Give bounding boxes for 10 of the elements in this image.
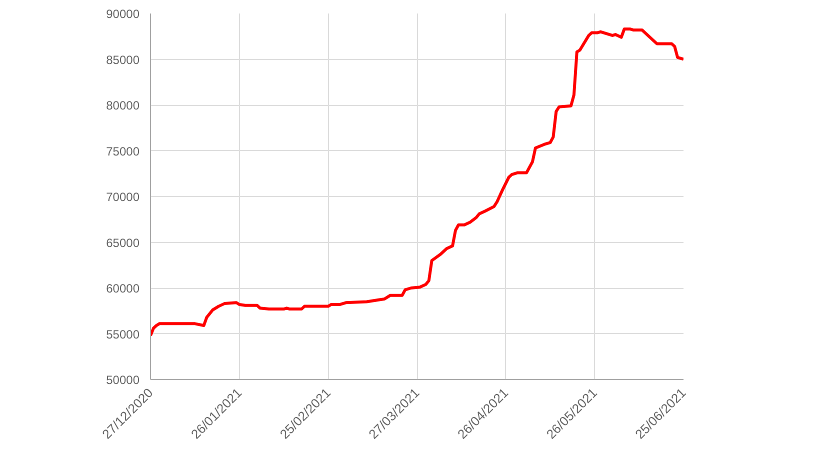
y-tick-label: 80000: [106, 98, 140, 112]
y-tick-label: 90000: [106, 7, 140, 21]
y-tick-label: 70000: [106, 190, 140, 204]
y-tick-label: 60000: [106, 282, 140, 296]
y-tick-label: 65000: [106, 236, 140, 250]
y-tick-label: 55000: [106, 327, 140, 342]
y-tick-label: 75000: [106, 144, 140, 158]
line-series: [150, 28, 684, 338]
y-tick-label: 85000: [106, 52, 140, 67]
y-tick-label: 50000: [106, 373, 140, 387]
